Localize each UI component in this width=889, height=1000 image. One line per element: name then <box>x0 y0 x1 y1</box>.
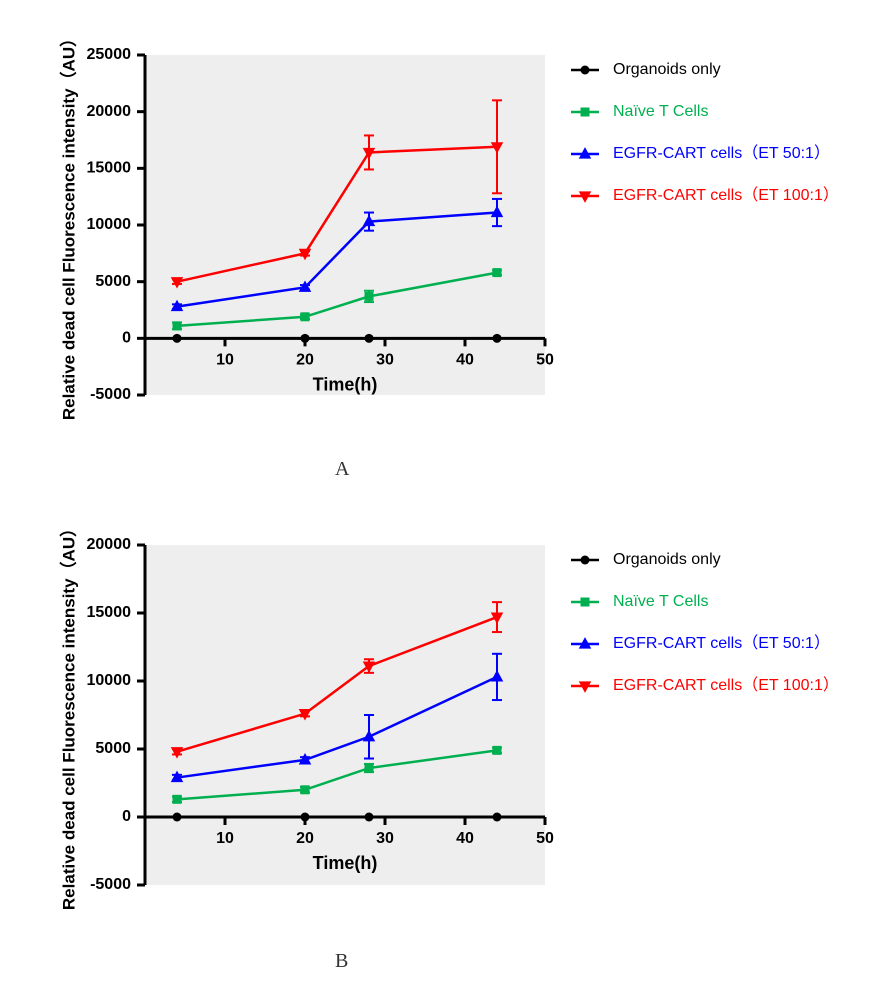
legend-label: Organoids only <box>613 61 721 78</box>
x-tick-label: 20 <box>296 830 314 847</box>
marker-square <box>173 795 182 804</box>
marker-square <box>365 764 374 773</box>
legend-label: EGFR-CART cells（ET 100:1） <box>613 186 839 204</box>
y-tick-label: 20000 <box>87 536 132 553</box>
y-tick-label: 0 <box>122 808 131 825</box>
y-tick-label: -5000 <box>90 386 131 403</box>
marker-square <box>301 312 310 321</box>
x-tick-label: 10 <box>216 830 234 847</box>
plot-background <box>145 545 545 885</box>
chart-panel-B: -5000 0 5000 10000 15000 20000 Relative dead c… <box>40 520 850 940</box>
y-tick-label: 0 <box>122 330 131 347</box>
y-tick-label: 10000 <box>87 216 132 233</box>
y-tick-label: 5000 <box>95 273 131 290</box>
y-tick-label: 20000 <box>87 103 132 120</box>
marker-square <box>173 321 182 330</box>
x-tick-label: 50 <box>536 830 554 847</box>
legend-label: Organoids only <box>613 551 721 568</box>
plot-background <box>145 55 545 395</box>
marker-square <box>493 746 502 755</box>
panel-label-A: A <box>335 458 349 481</box>
marker-square <box>365 292 374 301</box>
legend-label: Naïve T Cells <box>613 593 708 610</box>
legend-label: EGFR-CART cells（ET 100:1） <box>613 676 839 694</box>
x-tick-label: 50 <box>536 351 554 368</box>
y-tick-label: -5000 <box>90 876 131 893</box>
x-tick-label: 40 <box>456 351 474 368</box>
legend-label: Naïve T Cells <box>613 103 708 120</box>
x-tick-label: 10 <box>216 351 234 368</box>
x-tick-label: 30 <box>376 830 394 847</box>
legend-label: EGFR-CART cells（ET 50:1） <box>613 634 830 652</box>
marker-square <box>301 785 310 794</box>
y-tick-label: 15000 <box>87 604 132 621</box>
y-tick-label: 5000 <box>95 740 131 757</box>
x-tick-label: 40 <box>456 830 474 847</box>
chart-panel-A: -5000 0 5000 10000 15000 20000 25000 Relative d… <box>40 30 850 450</box>
panel-label-B: B <box>335 950 348 973</box>
x-axis-label: Time(h) <box>313 374 378 394</box>
x-tick-label: 30 <box>376 351 394 368</box>
y-axis-label: Relative dead cell Fluorescence intensit… <box>58 520 78 910</box>
marker-square <box>581 108 590 117</box>
figure-root: -5000 0 5000 10000 15000 20000 25000 Relative d… <box>0 0 889 1000</box>
marker-circle <box>581 66 590 75</box>
x-tick-label: 20 <box>296 351 314 368</box>
marker-square <box>493 268 502 277</box>
marker-circle <box>581 556 590 565</box>
legend-label: EGFR-CART cells（ET 50:1） <box>613 144 830 162</box>
y-tick-label: 25000 <box>87 46 132 63</box>
y-axis-label: Relative dead cell Fluorescence intensit… <box>58 30 78 420</box>
y-tick-label: 10000 <box>87 672 132 689</box>
y-tick-label: 15000 <box>87 160 132 177</box>
marker-square <box>581 598 590 607</box>
x-axis-label: Time(h) <box>313 853 378 873</box>
